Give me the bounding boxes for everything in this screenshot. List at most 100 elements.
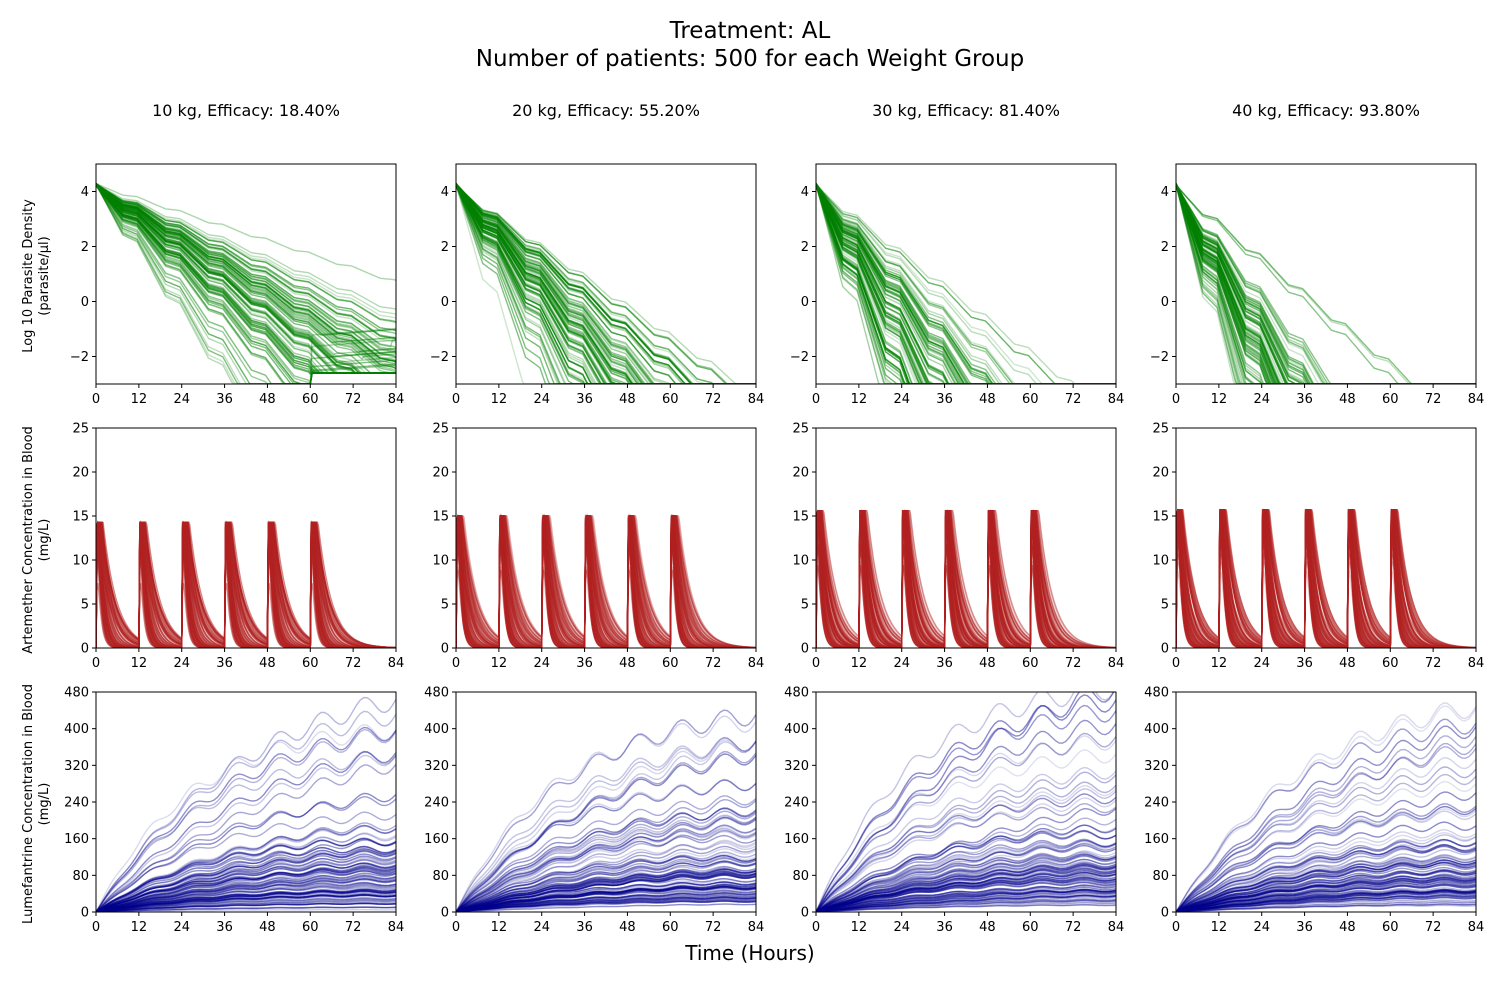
row-ylabel-artemether-line1: Artemether Concentration in Blood bbox=[21, 426, 36, 654]
x-tick-label-artemether-2-5: 60 bbox=[1022, 656, 1039, 671]
y-tick-label-lumefantrine-2-1: 80 bbox=[792, 869, 809, 884]
y-tick-label-artemether-3-5: 25 bbox=[1152, 422, 1169, 437]
series-lumefantrine-2 bbox=[816, 681, 1116, 912]
x-tick-label-parasite-2-0: 0 bbox=[812, 392, 820, 407]
x-tick-label-lumefantrine-2-5: 60 bbox=[1022, 920, 1039, 935]
row-ylabel-parasite-line2: (parasite/µl) bbox=[37, 236, 52, 315]
x-tick-label-parasite-0-7: 84 bbox=[388, 392, 405, 407]
x-tick-label-artemether-2-7: 84 bbox=[1108, 656, 1125, 671]
x-tick-label-parasite-0-0: 0 bbox=[92, 392, 100, 407]
figure-title: Treatment: AL bbox=[669, 18, 831, 44]
x-tick-label-lumefantrine-3-4: 48 bbox=[1339, 920, 1356, 935]
y-tick-label-artemether-3-0: 0 bbox=[1161, 642, 1169, 657]
x-tick-label-artemether-1-4: 48 bbox=[619, 656, 636, 671]
series-parasite-0 bbox=[96, 183, 396, 384]
y-tick-label-parasite-3-1: 0 bbox=[1161, 295, 1169, 310]
series-artemether-1 bbox=[456, 516, 756, 648]
x-tick-label-lumefantrine-0-0: 0 bbox=[92, 920, 100, 935]
x-tick-label-artemether-3-0: 0 bbox=[1172, 656, 1180, 671]
x-tick-label-lumefantrine-0-3: 36 bbox=[216, 920, 233, 935]
x-tick-label-artemether-0-4: 48 bbox=[259, 656, 276, 671]
y-tick-label-artemether-3-3: 15 bbox=[1152, 510, 1169, 525]
x-tick-label-lumefantrine-3-3: 36 bbox=[1296, 920, 1313, 935]
series-parasite-1 bbox=[456, 183, 756, 384]
x-tick-label-lumefantrine-3-0: 0 bbox=[1172, 920, 1180, 935]
y-tick-label-lumefantrine-3-2: 160 bbox=[1144, 832, 1169, 847]
x-tick-label-artemether-2-0: 0 bbox=[812, 656, 820, 671]
x-tick-label-lumefantrine-3-2: 24 bbox=[1253, 920, 1270, 935]
x-tick-label-parasite-1-6: 72 bbox=[705, 392, 722, 407]
x-tick-label-parasite-2-3: 36 bbox=[936, 392, 953, 407]
x-tick-label-parasite-1-4: 48 bbox=[619, 392, 636, 407]
x-tick-label-artemether-3-1: 12 bbox=[1211, 656, 1228, 671]
y-tick-label-parasite-1-0: −2 bbox=[430, 350, 449, 365]
x-tick-label-artemether-1-3: 36 bbox=[576, 656, 593, 671]
x-tick-label-parasite-0-3: 36 bbox=[216, 392, 233, 407]
x-tick-label-lumefantrine-0-6: 72 bbox=[345, 920, 362, 935]
x-tick-label-parasite-1-1: 12 bbox=[491, 392, 508, 407]
y-tick-label-artemether-1-0: 0 bbox=[441, 642, 449, 657]
x-tick-label-parasite-1-7: 84 bbox=[748, 392, 765, 407]
y-tick-label-artemether-2-5: 25 bbox=[792, 422, 809, 437]
x-tick-label-lumefantrine-3-7: 84 bbox=[1468, 920, 1485, 935]
x-tick-label-parasite-0-4: 48 bbox=[259, 392, 276, 407]
x-tick-label-artemether-3-7: 84 bbox=[1468, 656, 1485, 671]
x-tick-label-lumefantrine-1-3: 36 bbox=[576, 920, 593, 935]
line-parasite-0-86 bbox=[96, 184, 396, 353]
x-tick-label-artemether-3-4: 48 bbox=[1339, 656, 1356, 671]
x-tick-label-artemether-2-6: 72 bbox=[1065, 656, 1082, 671]
y-tick-label-parasite-0-1: 0 bbox=[81, 295, 89, 310]
y-tick-label-artemether-0-0: 0 bbox=[81, 642, 89, 657]
x-tick-label-artemether-0-3: 36 bbox=[216, 656, 233, 671]
figure-subtitle: Number of patients: 500 for each Weight … bbox=[476, 46, 1024, 72]
y-tick-label-lumefantrine-0-2: 160 bbox=[64, 832, 89, 847]
y-tick-label-lumefantrine-1-3: 240 bbox=[424, 796, 449, 811]
x-tick-label-lumefantrine-3-6: 72 bbox=[1425, 920, 1442, 935]
x-tick-label-artemether-2-1: 12 bbox=[851, 656, 868, 671]
series-artemether-0 bbox=[96, 522, 396, 648]
y-tick-label-lumefantrine-3-4: 320 bbox=[1144, 759, 1169, 774]
x-tick-label-lumefantrine-0-2: 24 bbox=[173, 920, 190, 935]
x-tick-label-artemether-1-1: 12 bbox=[491, 656, 508, 671]
y-tick-label-parasite-0-2: 2 bbox=[81, 240, 89, 255]
y-tick-label-artemether-3-1: 5 bbox=[1161, 598, 1169, 613]
y-tick-label-lumefantrine-3-5: 400 bbox=[1144, 722, 1169, 737]
x-tick-label-parasite-2-4: 48 bbox=[979, 392, 996, 407]
x-tick-label-lumefantrine-1-5: 60 bbox=[662, 920, 679, 935]
row-ylabel-artemether: Artemether Concentration in Blood (mg/L) bbox=[21, 426, 52, 654]
x-tick-label-artemether-2-3: 36 bbox=[936, 656, 953, 671]
y-tick-label-parasite-2-0: −2 bbox=[790, 350, 809, 365]
x-tick-label-artemether-1-7: 84 bbox=[748, 656, 765, 671]
x-tick-label-parasite-2-7: 84 bbox=[1108, 392, 1125, 407]
row-ylabel-artemether-line2: (mg/L) bbox=[37, 519, 52, 562]
y-tick-label-artemether-3-4: 20 bbox=[1152, 466, 1169, 481]
x-tick-label-parasite-1-3: 36 bbox=[576, 392, 593, 407]
y-tick-label-lumefantrine-3-1: 80 bbox=[1152, 869, 1169, 884]
x-tick-label-parasite-2-6: 72 bbox=[1065, 392, 1082, 407]
y-tick-label-lumefantrine-2-5: 400 bbox=[784, 722, 809, 737]
y-tick-label-lumefantrine-2-6: 480 bbox=[784, 686, 809, 701]
x-tick-label-artemether-3-2: 24 bbox=[1253, 656, 1270, 671]
y-tick-label-lumefantrine-1-5: 400 bbox=[424, 722, 449, 737]
y-tick-label-parasite-2-2: 2 bbox=[801, 240, 809, 255]
x-tick-label-artemether-0-1: 12 bbox=[131, 656, 148, 671]
x-tick-label-lumefantrine-2-2: 24 bbox=[893, 920, 910, 935]
series-lumefantrine-1 bbox=[456, 710, 756, 912]
y-tick-label-artemether-1-4: 20 bbox=[432, 466, 449, 481]
x-tick-label-parasite-2-5: 60 bbox=[1022, 392, 1039, 407]
x-tick-label-lumefantrine-1-1: 12 bbox=[491, 920, 508, 935]
x-tick-label-parasite-3-7: 84 bbox=[1468, 392, 1485, 407]
x-tick-label-parasite-3-4: 48 bbox=[1339, 392, 1356, 407]
row-ylabel-lumefantrine-line1: Lumefantrine Concentration in Blood bbox=[21, 684, 36, 924]
x-tick-label-lumefantrine-0-7: 84 bbox=[388, 920, 405, 935]
series-parasite-3 bbox=[1176, 183, 1476, 384]
y-tick-label-parasite-2-3: 4 bbox=[801, 185, 809, 200]
